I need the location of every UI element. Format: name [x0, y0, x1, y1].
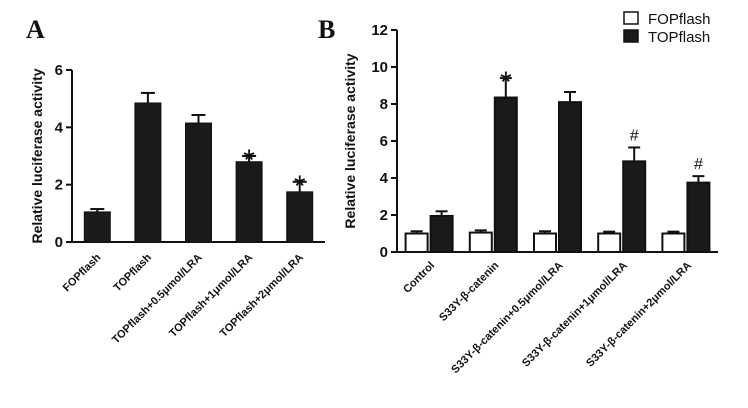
panel-b-y-tick-label: 8	[380, 96, 388, 113]
panel-b-bar-topflash	[686, 181, 711, 253]
panel-b-bar-fopflash	[661, 232, 686, 253]
panel-b-y-tick-label: 12	[371, 22, 388, 39]
panel-a-bar	[83, 211, 111, 243]
panel-a-bar	[286, 191, 314, 243]
panel-a-y-tick-label: 6	[55, 62, 63, 79]
panel-a-bar	[134, 102, 162, 243]
legend-label-topflash: TOPflash	[648, 29, 710, 46]
panel-b-bar-fopflash	[468, 231, 493, 253]
panel-a-significance-marker: *	[243, 144, 255, 177]
panel-a-significance-marker: *	[294, 170, 306, 203]
panel-a-category-label: TOPflash+2μmol/LRA	[218, 252, 306, 340]
panel-b-category-label: Control	[401, 260, 437, 296]
panel-a-y-tick-label: 0	[55, 234, 63, 251]
panel-b-bar-topflash	[558, 101, 582, 254]
panel-a-y-tick-label: 2	[55, 177, 63, 194]
panel-b-bar-fopflash	[533, 232, 557, 253]
legend-label-fopflash: FOPflash	[648, 11, 711, 28]
panel-a-y-tick-label: 4	[55, 119, 64, 136]
panel-b-category-label: S33Y-β-catenin+0.5μmol/LRA	[449, 260, 565, 376]
panel-a-category-label: TOPflash+1μmol/LRA	[167, 252, 255, 340]
panel-b-y-tick-label: 4	[380, 170, 389, 187]
panel-a-bar	[235, 161, 263, 243]
panel-a-category-label: TOPflash+0.5μmol/LRA	[110, 252, 205, 347]
panel-b-category-label: S33Y-β-catenin+2μmol/LRA	[584, 260, 694, 370]
panel-b-y-tick-label: 10	[371, 59, 388, 76]
panel-b-bar-topflash	[622, 160, 647, 254]
panel-b-bar-fopflash	[404, 232, 429, 253]
panel-a-chart: 0 2 4 6 Relative luciferase activity A FOPflas…	[26, 15, 325, 346]
legend-swatch-fopflash	[623, 11, 639, 25]
legend-swatch-topflash	[623, 29, 639, 43]
panel-b-y-tick-label: 0	[380, 244, 388, 261]
panel-b-y-tick-label: 2	[380, 207, 388, 224]
panel-b-y-tick-label: 6	[380, 133, 388, 150]
panel-b-y-axis-title: Relative luciferase activity	[342, 53, 358, 228]
panel-b-significance-marker: *	[500, 66, 512, 99]
panel-b-bar-fopflash	[597, 232, 622, 253]
panel-a-bar	[185, 122, 212, 243]
panel-b-bar-topflash	[429, 214, 454, 254]
panel-b-bar-topflash	[493, 96, 518, 254]
panel-a-category-label: FOPflash	[61, 251, 104, 294]
panel-b-significance-marker: #	[694, 156, 703, 173]
panel-a-category-label: TOPflash	[112, 251, 155, 294]
panel-b-category-label: S33Y-β-catenin	[437, 259, 501, 323]
panel-a-y-axis-title: Relative luciferase activity	[29, 68, 45, 243]
panel-b-category-label: S33Y-β-catenin+1μmol/LRA	[520, 260, 630, 370]
panel-b-panel-letter: B	[318, 15, 335, 44]
panel-b-chart: 0 2 4 6 8 10 12 Relative luciferase activity B Co…	[318, 11, 718, 376]
panel-b-significance-marker: #	[630, 127, 639, 144]
panel-a-panel-letter: A	[26, 15, 45, 44]
